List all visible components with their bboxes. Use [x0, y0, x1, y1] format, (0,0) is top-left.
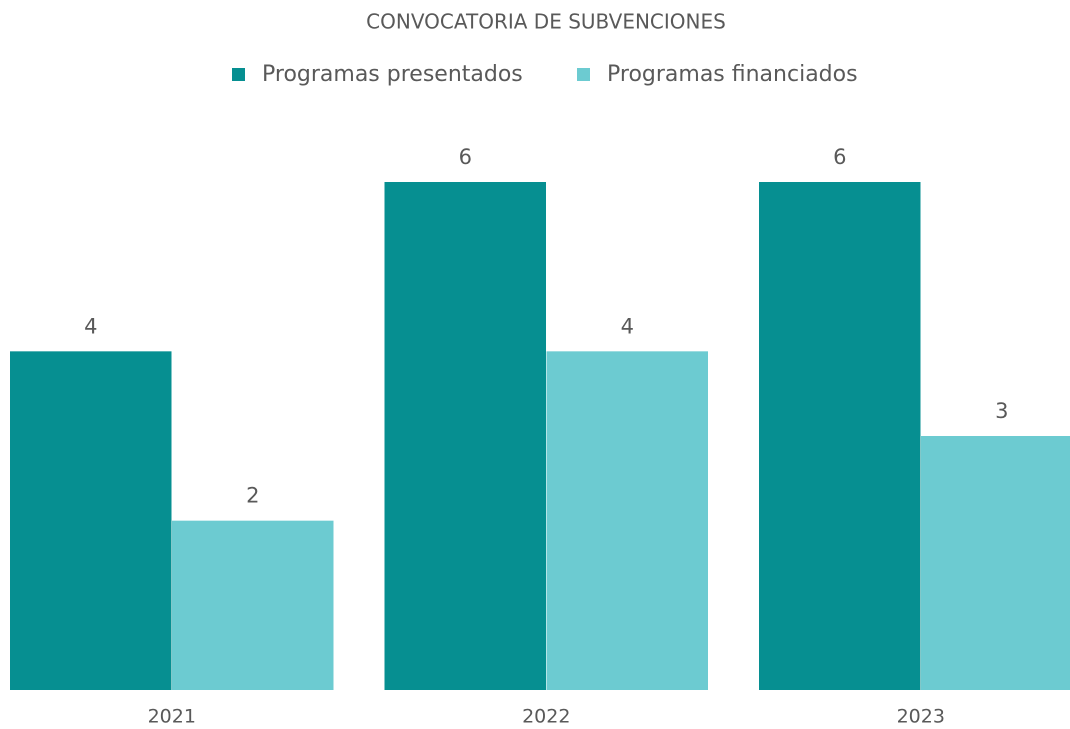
value-label: 2 — [246, 484, 259, 508]
value-label: 4 — [84, 314, 97, 338]
bar — [921, 436, 1070, 690]
bar — [10, 351, 172, 690]
bar — [759, 182, 921, 690]
value-label: 3 — [995, 399, 1008, 423]
chart-title: CONVOCATORIA DE SUBVENCIONES — [366, 10, 726, 34]
x-tick-label: 2023 — [897, 706, 945, 728]
legend-swatch — [577, 68, 590, 81]
value-label: 4 — [621, 314, 634, 338]
x-tick-label: 2021 — [148, 706, 196, 728]
value-label: 6 — [833, 145, 846, 169]
legend-label: Programas presentados — [262, 62, 523, 87]
value-label: 6 — [459, 145, 472, 169]
bar — [384, 182, 546, 690]
legend-swatch — [232, 68, 245, 81]
x-tick-label: 2022 — [522, 706, 570, 728]
bar — [546, 351, 708, 690]
legend-label: Programas financiados — [607, 62, 858, 87]
bar — [172, 520, 334, 690]
